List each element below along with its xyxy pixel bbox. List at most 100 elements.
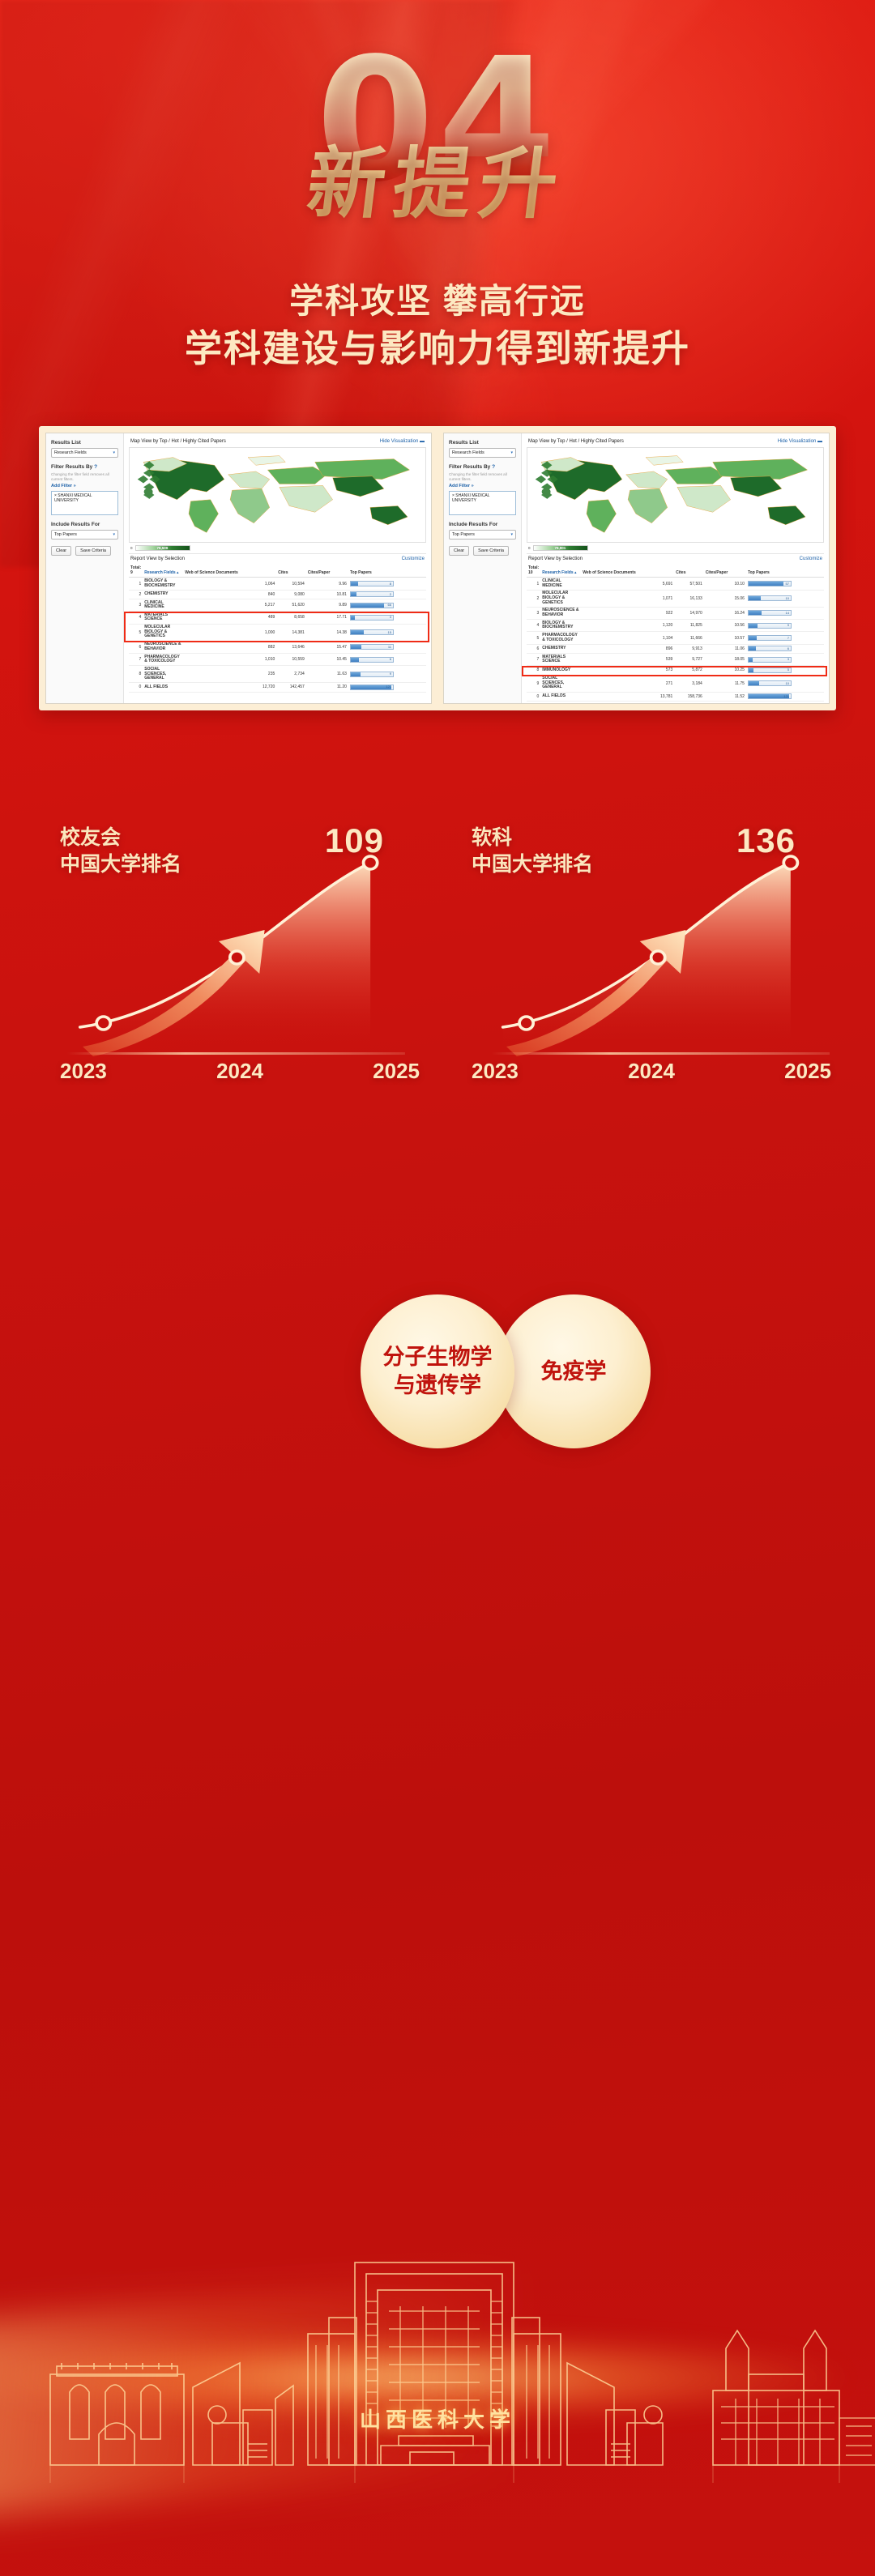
row-field[interactable]: CHEMISTRY bbox=[540, 644, 582, 655]
row-index: 0 bbox=[527, 692, 541, 702]
row-documents: 1,120 bbox=[581, 619, 675, 633]
include-results-value: Top Papers bbox=[54, 531, 77, 537]
row-field[interactable]: NEUROSCIENCE & BEHAVIOR bbox=[540, 607, 582, 621]
row-field[interactable]: NEUROSCIENCE & BEHAVIOR bbox=[143, 641, 184, 655]
help-icon[interactable]: ? bbox=[492, 464, 496, 471]
table-row[interactable]: 1 BIOLOGY & BIOCHEMISTRY 1,064 10,594 9.… bbox=[129, 577, 426, 591]
col-documents[interactable]: Web of Science Documents bbox=[581, 564, 675, 578]
remove-filter-icon[interactable]: × bbox=[452, 493, 455, 498]
filter-results-label: Filter Results By ? bbox=[449, 464, 496, 471]
results-list-select[interactable]: Research Fields ▾ bbox=[51, 448, 118, 458]
row-field[interactable]: IMMUNOLOGY bbox=[540, 665, 582, 676]
table-row[interactable]: 5 MOLECULAR BIOLOGY & GENETICS 1,000 14,… bbox=[129, 624, 426, 642]
row-field[interactable]: ALL FIELDS bbox=[143, 682, 184, 693]
clear-button[interactable]: Clear bbox=[51, 545, 72, 556]
legend-gradient-bar bbox=[532, 545, 588, 552]
add-filter-link[interactable]: Add Filter » bbox=[51, 483, 76, 488]
row-cites-per-paper: 10.25 bbox=[703, 665, 746, 676]
table-row[interactable]: 7 PHARMACOLOGY & TOXICOLOGY 1,010 10,559… bbox=[129, 653, 426, 667]
col-top-papers[interactable]: Top Papers bbox=[745, 564, 824, 578]
clear-button[interactable]: Clear bbox=[449, 545, 470, 556]
row-field[interactable]: CLINICAL MEDICINE bbox=[540, 577, 582, 591]
esi-screenshot-1[interactable]: Results List Research Fields ▾ Filter Re… bbox=[45, 433, 432, 704]
row-field[interactable]: BIOLOGY & BIOCHEMISTRY bbox=[540, 619, 582, 633]
table-row[interactable]: 9 SOCIAL SCIENCES, GENERAL 271 3,184 11.… bbox=[527, 675, 824, 693]
row-cites: 9,913 bbox=[674, 644, 704, 655]
col-documents[interactable]: Web of Science Documents bbox=[183, 564, 277, 578]
row-cites: 16,133 bbox=[674, 590, 704, 608]
col-research-fields[interactable]: Research Fields ▴ bbox=[143, 564, 184, 578]
esi-screenshot-2[interactable]: Results List Research Fields ▾ Filter Re… bbox=[443, 433, 830, 704]
results-list-value: Research Fields bbox=[54, 450, 87, 456]
row-top-papers: 2 bbox=[348, 590, 426, 599]
table-row[interactable]: 4 MATERIALS SCIENCE 489 8,658 17.71 3 bbox=[129, 611, 426, 625]
row-field[interactable]: SOCIAL SCIENCES, GENERAL bbox=[540, 675, 582, 693]
col-cites[interactable]: Cites bbox=[674, 564, 704, 578]
table-row[interactable]: 0 ALL FIELDS 13,781 158,736 11.52 121 bbox=[527, 692, 824, 702]
hide-visualization-link[interactable]: Hide Visualization ▬ bbox=[379, 439, 425, 445]
row-field[interactable]: CHEMISTRY bbox=[143, 590, 184, 599]
table-row[interactable]: 8 SOCIAL SCIENCES, GENERAL 235 2,734 11.… bbox=[129, 665, 426, 684]
customize-link[interactable]: Customize bbox=[799, 557, 822, 562]
row-cites-per-paper: 14.38 bbox=[305, 624, 348, 642]
include-results-select[interactable]: Top Papers ▾ bbox=[449, 529, 516, 540]
row-field[interactable]: PHARMACOLOGY & TOXICOLOGY bbox=[143, 653, 184, 667]
row-field[interactable]: CLINICAL MEDICINE bbox=[143, 599, 184, 612]
top-papers-bar: 7 bbox=[747, 635, 792, 642]
chart-value-alumni: 109 bbox=[324, 821, 384, 860]
table-row[interactable]: 4 BIOLOGY & BIOCHEMISTRY 1,120 11,825 10… bbox=[527, 619, 824, 633]
hide-visualization-link[interactable]: Hide Visualization ▬ bbox=[777, 439, 822, 445]
table-row[interactable]: 3 NEUROSCIENCE & BEHAVIOR 922 14,970 16.… bbox=[527, 607, 824, 621]
filter-chip-box[interactable]: × SHANXI MEDICAL UNIVERSITY bbox=[51, 490, 118, 515]
table-row[interactable]: 3 CLINICAL MEDICINE 5,217 51,620 9.89 66 bbox=[129, 599, 426, 612]
include-results-select[interactable]: Top Papers ▾ bbox=[51, 529, 118, 540]
remove-filter-icon[interactable]: × bbox=[54, 493, 57, 498]
row-field[interactable]: MOLECULAR BIOLOGY & GENETICS bbox=[143, 624, 184, 642]
table-row[interactable]: 6 NEUROSCIENCE & BEHAVIOR 882 13,646 15.… bbox=[129, 641, 426, 655]
row-top-papers: 9 bbox=[745, 619, 824, 633]
col-cites-per-paper[interactable]: Cites/Paper bbox=[703, 564, 746, 578]
table-row[interactable]: 7 MATERIALS SCIENCE 539 9,727 18.05 3 bbox=[527, 653, 824, 667]
row-field[interactable]: SOCIAL SCIENCES, GENERAL bbox=[143, 665, 184, 684]
row-index: 2 bbox=[129, 590, 143, 599]
legend-min: 0 bbox=[528, 546, 531, 551]
skyline-outline bbox=[49, 2262, 875, 2483]
chart-title-ruanke: 软科 中国大学排名 bbox=[472, 825, 593, 878]
table-row[interactable]: 2 MOLECULAR BIOLOGY & GENETICS 1,071 16,… bbox=[527, 590, 824, 608]
sidebar-button-row: Clear Save Criteria bbox=[449, 545, 516, 556]
row-field[interactable]: ALL FIELDS bbox=[540, 692, 582, 702]
table-row[interactable]: 6 CHEMISTRY 896 9,913 11.06 6 bbox=[527, 644, 824, 655]
ranking-charts: 校友会 中国大学排名 109 bbox=[32, 818, 843, 1085]
row-index: 1 bbox=[129, 577, 143, 591]
table-row[interactable]: 2 CHEMISTRY 840 9,080 10.81 2 bbox=[129, 590, 426, 599]
table-row[interactable]: 8 IMMUNOLOGY 573 5,872 10.25 5 bbox=[527, 665, 824, 676]
row-cites-per-paper: 10.56 bbox=[703, 619, 746, 633]
col-research-fields[interactable]: Research Fields ▴ bbox=[540, 564, 582, 578]
world-map[interactable] bbox=[129, 447, 426, 544]
row-field[interactable]: PHARMACOLOGY & TOXICOLOGY bbox=[540, 631, 582, 645]
row-field[interactable]: BIOLOGY & BIOCHEMISTRY bbox=[143, 577, 184, 591]
results-list-select[interactable]: Research Fields ▾ bbox=[449, 448, 516, 458]
customize-link[interactable]: Customize bbox=[401, 557, 425, 562]
row-field[interactable]: MATERIALS SCIENCE bbox=[540, 653, 582, 667]
filter-chip[interactable]: × SHANXI MEDICAL UNIVERSITY bbox=[452, 493, 490, 504]
add-filter-link[interactable]: Add Filter » bbox=[449, 483, 474, 488]
row-cites: 14,381 bbox=[276, 624, 306, 642]
row-top-papers: 66 bbox=[348, 599, 426, 612]
col-cites-per-paper[interactable]: Cites/Paper bbox=[305, 564, 348, 578]
table-row[interactable]: 0 ALL FIELDS 12,720 142,457 11.20 121 bbox=[129, 682, 426, 693]
row-field[interactable]: MOLECULAR BIOLOGY & GENETICS bbox=[540, 590, 582, 608]
filter-chip[interactable]: × SHANXI MEDICAL UNIVERSITY bbox=[54, 493, 92, 504]
col-top-papers[interactable]: Top Papers bbox=[348, 564, 426, 578]
row-field[interactable]: MATERIALS SCIENCE bbox=[143, 611, 184, 625]
world-map[interactable] bbox=[527, 447, 824, 544]
save-criteria-button[interactable]: Save Criteria bbox=[473, 545, 509, 556]
table-row[interactable]: 5 PHARMACOLOGY & TOXICOLOGY 1,104 11,666… bbox=[527, 631, 824, 645]
help-icon[interactable]: ? bbox=[94, 464, 98, 471]
row-documents: 13,781 bbox=[581, 692, 675, 702]
col-cites[interactable]: Cites bbox=[276, 564, 306, 578]
save-criteria-button[interactable]: Save Criteria bbox=[75, 545, 111, 556]
filter-chip-box[interactable]: × SHANXI MEDICAL UNIVERSITY bbox=[449, 490, 516, 515]
row-index: 2 bbox=[527, 590, 541, 608]
table-row[interactable]: 1 CLINICAL MEDICINE 5,691 57,501 10.10 5… bbox=[527, 577, 824, 591]
